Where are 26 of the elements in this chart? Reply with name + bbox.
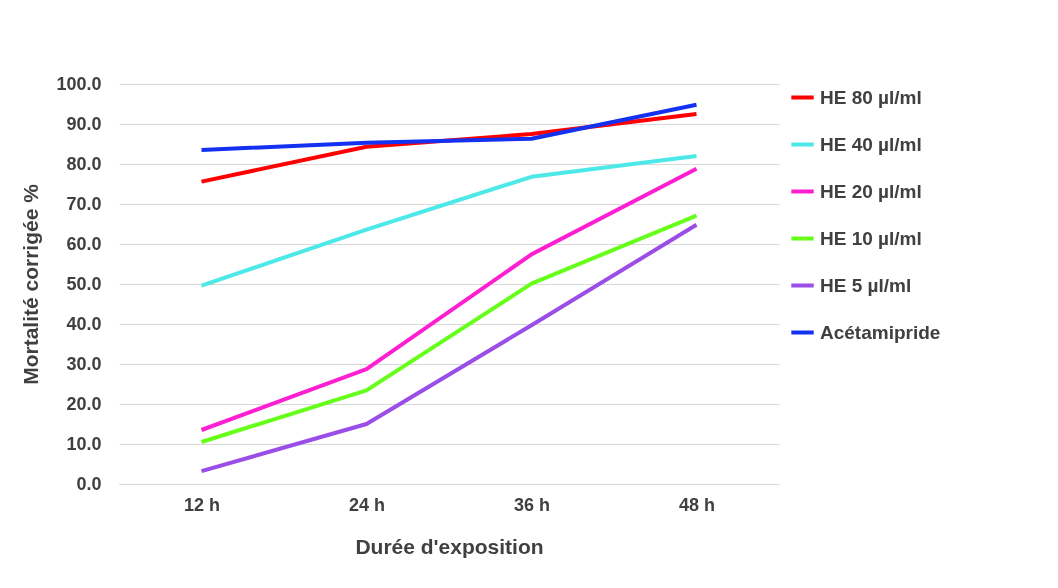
y-tick-label: 90.0 bbox=[66, 113, 102, 134]
y-tick-label: 50.0 bbox=[66, 273, 102, 294]
x-tick-label: 36 h bbox=[513, 494, 551, 515]
y-tick-label: 80.0 bbox=[66, 153, 102, 174]
line-series bbox=[199, 166, 699, 432]
y-tick-label: 30.0 bbox=[66, 353, 102, 374]
y-tick-label: 10.0 bbox=[66, 433, 102, 454]
y-tick-label: 40.0 bbox=[66, 313, 102, 334]
legend-label: Acétamipride bbox=[820, 321, 941, 343]
line-series bbox=[199, 154, 699, 288]
y-tick-label: 60.0 bbox=[66, 233, 102, 254]
y-tick-label: 70.0 bbox=[66, 193, 102, 214]
legend-label: HE 40 µl/ml bbox=[820, 133, 922, 155]
legend-label: HE 5 µl/ml bbox=[820, 274, 912, 296]
x-tick-label: 48 h bbox=[678, 494, 716, 515]
legend-label: HE 80 µl/ml bbox=[820, 86, 922, 108]
y-tick-label: 100.0 bbox=[56, 73, 102, 94]
x-tick-label: 12 h bbox=[183, 494, 221, 515]
line-series bbox=[199, 102, 699, 152]
x-axis-title: Durée d'exposition bbox=[355, 534, 544, 558]
y-axis-title: Mortalité corrigée % bbox=[19, 183, 43, 385]
legend-label: HE 10 µl/ml bbox=[820, 227, 922, 249]
legend-label: HE 20 µl/ml bbox=[820, 180, 922, 202]
y-tick-label: 20.0 bbox=[66, 393, 102, 414]
y-tick-label: 0.0 bbox=[76, 473, 102, 494]
x-tick-label: 24 h bbox=[348, 494, 386, 515]
